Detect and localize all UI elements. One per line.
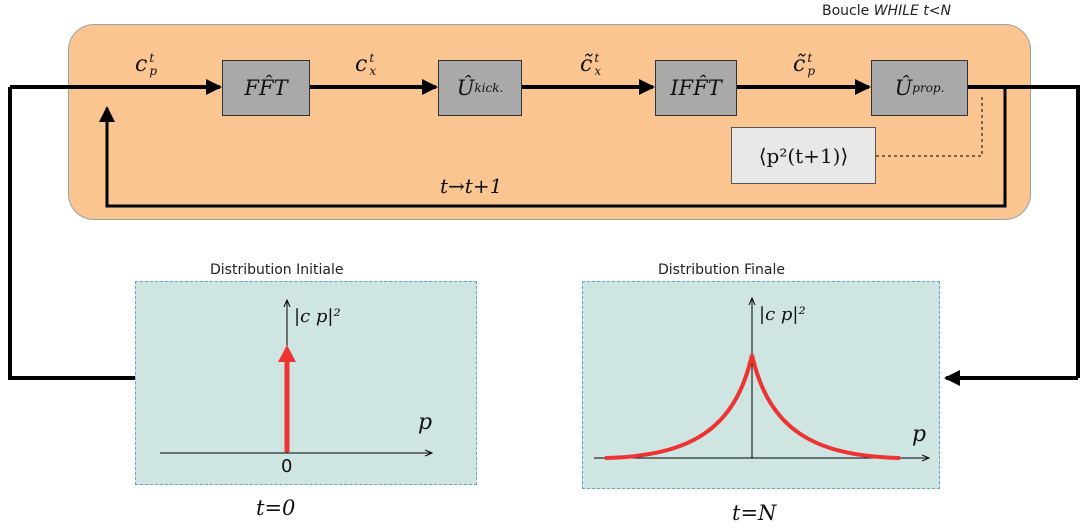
loop-caption-prefix: Boucle bbox=[822, 3, 870, 19]
final-panel-title: Distribution Finale bbox=[658, 262, 786, 278]
initial-time-label: t=0 bbox=[256, 496, 296, 520]
label-c-tilde-x: c̃ t x bbox=[580, 51, 602, 79]
loop-caption: Boucle WHILE t<N bbox=[822, 3, 951, 19]
initial-panel-title: Distribution Initiale bbox=[210, 262, 344, 278]
feedback-label: t→t+1 bbox=[440, 174, 503, 198]
final-time-label: t=N bbox=[732, 501, 777, 525]
final-distribution-curve bbox=[604, 354, 901, 460]
feedback-line bbox=[99, 87, 1007, 208]
final-y-label: |c p|² bbox=[759, 304, 806, 325]
initial-origin-label: 0 bbox=[281, 456, 293, 477]
final-x-label: p bbox=[912, 422, 927, 447]
initial-delta-arrowhead bbox=[278, 345, 296, 362]
loop-caption-condition: WHILE t<N bbox=[873, 3, 951, 19]
initial-to-loop-line bbox=[8, 87, 135, 380]
ifft-block: IFF̂T bbox=[655, 60, 737, 116]
initial-y-label: |c p|² bbox=[294, 306, 341, 327]
initial-distribution-panel bbox=[135, 281, 477, 485]
while-loop-box bbox=[68, 24, 1031, 220]
observable-box: ⟨p²(t+1)⟩ bbox=[731, 127, 876, 184]
fft-block: FF̂T bbox=[222, 60, 310, 116]
initial-x-label: p bbox=[418, 410, 433, 435]
observable-link bbox=[876, 96, 983, 157]
label-c-tilde-p: c̃ t p bbox=[793, 51, 816, 79]
